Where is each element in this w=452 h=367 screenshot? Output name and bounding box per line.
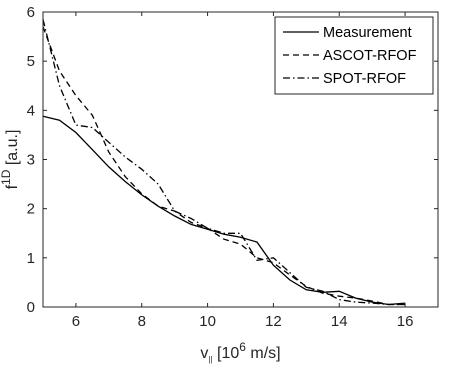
x-tick-label: 14 bbox=[331, 313, 348, 330]
y-tick-label: 2 bbox=[27, 201, 35, 218]
x-tick-label: 10 bbox=[199, 313, 216, 330]
legend-label: ASCOT-RFOF bbox=[323, 48, 417, 64]
x-tick-label: 16 bbox=[397, 313, 414, 330]
y-tick-label: 1 bbox=[27, 250, 35, 267]
y-axis-label-superscript: 1D bbox=[0, 169, 13, 185]
legend-label: Measurement bbox=[323, 25, 412, 41]
x-axis-label-bracket: [10 bbox=[213, 345, 240, 362]
series-line-measurement bbox=[42, 115, 406, 306]
y-axis-label: f1D [a.u.] bbox=[0, 130, 21, 190]
y-axis-label-main: f bbox=[4, 184, 21, 189]
x-axis-label-subscript: || bbox=[208, 355, 212, 364]
y-tick-label: 5 bbox=[27, 53, 35, 70]
legend: Measurement ASCOT-RFOF SPOT-RFOF bbox=[274, 16, 434, 95]
x-axis-label: v|| [106 m/s] bbox=[200, 340, 280, 364]
y-axis-label-unit: [a.u.] bbox=[4, 130, 21, 170]
x-tick-label: 6 bbox=[72, 313, 80, 330]
x-tick-label: 8 bbox=[138, 313, 146, 330]
legend-box bbox=[274, 16, 434, 95]
legend-label: SPOT-RFOF bbox=[323, 71, 406, 87]
series-line-spot-rfof bbox=[42, 19, 406, 306]
y-tick-label: 4 bbox=[27, 102, 35, 119]
y-tick-label: 3 bbox=[27, 152, 35, 169]
x-axis-label-main: v bbox=[200, 345, 208, 362]
y-tick-label: 6 bbox=[27, 4, 35, 21]
series-layer bbox=[42, 19, 406, 306]
series-line-ascot-rfof bbox=[42, 26, 406, 306]
x-axis-label-superscript: 6 bbox=[239, 340, 246, 354]
y-tick-label: 0 bbox=[27, 299, 35, 316]
x-tick-label: 12 bbox=[265, 313, 282, 330]
x-axis-label-unit: m/s] bbox=[246, 345, 281, 362]
